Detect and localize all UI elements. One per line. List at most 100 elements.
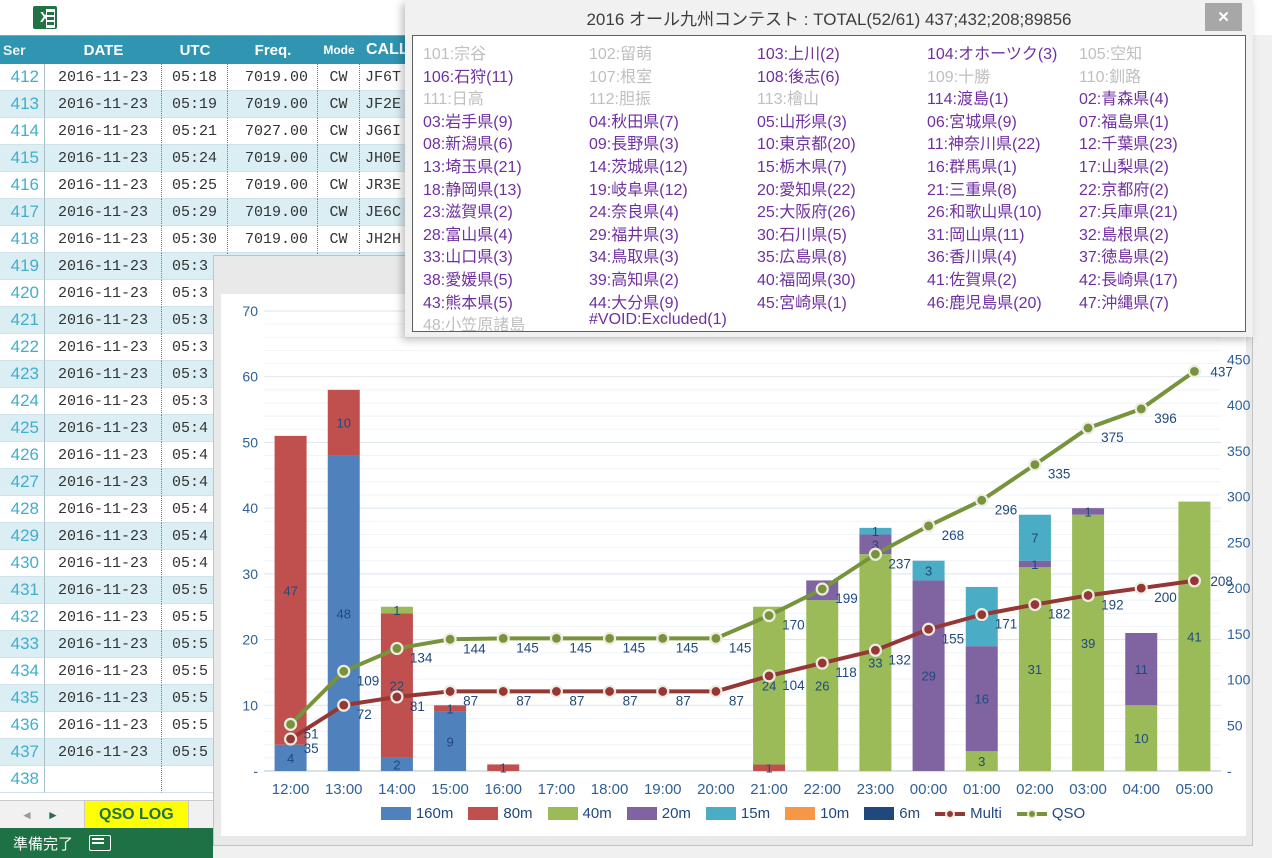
cell-ser[interactable]: 432: [0, 604, 45, 631]
table-row[interactable]: 417 2016-11-23 05:29 7019.00 CW JE6C: [0, 199, 456, 226]
cell-ser[interactable]: 414: [0, 118, 45, 145]
close-icon[interactable]: ✕: [1205, 3, 1242, 31]
cell-freq[interactable]: 7027.00: [228, 118, 318, 145]
cell-date[interactable]: 2016-11-23: [45, 712, 162, 739]
cell-freq[interactable]: 7019.00: [228, 226, 318, 253]
svg-text:17:00: 17:00: [538, 781, 576, 798]
cell-ser[interactable]: 422: [0, 334, 45, 361]
cell-ser[interactable]: 416: [0, 172, 45, 199]
cell-date[interactable]: 2016-11-23: [45, 172, 162, 199]
cell-utc[interactable]: 05:19: [162, 91, 228, 118]
cell-date[interactable]: 2016-11-23: [45, 118, 162, 145]
cell-date[interactable]: 2016-11-23: [45, 496, 162, 523]
cell-date[interactable]: 2016-11-23: [45, 334, 162, 361]
svg-text:19:00: 19:00: [644, 781, 682, 798]
cell-utc[interactable]: 05:29: [162, 199, 228, 226]
popup-title-bar[interactable]: 2016 オール九州コンテスト : TOTAL(52/61) 437;432;2…: [586, 10, 1072, 29]
svg-text:-: -: [1227, 763, 1232, 779]
cell-utc[interactable]: 05:18: [162, 64, 228, 91]
table-row[interactable]: 413 2016-11-23 05:19 7019.00 CW JF2E: [0, 91, 456, 118]
multiplier-item: 43:熊本県(5): [423, 294, 513, 312]
cell-mode[interactable]: CW: [318, 64, 360, 91]
sheet-nav-right-icon[interactable]: ►: [47, 808, 59, 822]
cell-ser[interactable]: 415: [0, 145, 45, 172]
col-header-utc[interactable]: UTC: [179, 41, 211, 59]
cell-date[interactable]: 2016-11-23: [45, 226, 162, 253]
cell-date[interactable]: 2016-11-23: [45, 550, 162, 577]
cell-date[interactable]: 2016-11-23: [45, 739, 162, 766]
cell-date[interactable]: 2016-11-23: [45, 469, 162, 496]
cell-date[interactable]: 2016-11-23: [45, 604, 162, 631]
sheet-nav-left-icon[interactable]: ◄: [21, 808, 33, 822]
cell-ser[interactable]: 427: [0, 469, 45, 496]
cell-date[interactable]: 2016-11-23: [45, 307, 162, 334]
cell-date[interactable]: 2016-11-23: [45, 415, 162, 442]
cell-ser[interactable]: 433: [0, 631, 45, 658]
col-header-mode[interactable]: Mode: [323, 43, 355, 57]
cell-date[interactable]: 2016-11-23: [45, 658, 162, 685]
col-header-ser[interactable]: Ser: [3, 42, 26, 58]
cell-ser[interactable]: 413: [0, 91, 45, 118]
cell-utc[interactable]: 05:21: [162, 118, 228, 145]
cell-ser[interactable]: 429: [0, 523, 45, 550]
multiplier-item: 14:茨城県(12): [589, 158, 688, 176]
cell-date[interactable]: [45, 766, 162, 793]
col-header-call[interactable]: CALL: [366, 41, 409, 58]
cell-ser[interactable]: 426: [0, 442, 45, 469]
cell-ser[interactable]: 423: [0, 361, 45, 388]
cell-ser[interactable]: 438: [0, 766, 45, 793]
cell-mode[interactable]: CW: [318, 145, 360, 172]
cell-ser[interactable]: 420: [0, 280, 45, 307]
cell-ser[interactable]: 421: [0, 307, 45, 334]
cell-mode[interactable]: CW: [318, 91, 360, 118]
table-row[interactable]: 418 2016-11-23 05:30 7019.00 CW JH2H: [0, 226, 456, 253]
cell-date[interactable]: 2016-11-23: [45, 685, 162, 712]
sheet-tab-qso-log[interactable]: QSO LOG: [85, 801, 189, 829]
cell-date[interactable]: 2016-11-23: [45, 523, 162, 550]
cell-utc[interactable]: 05:30: [162, 226, 228, 253]
cell-freq[interactable]: 7019.00: [228, 64, 318, 91]
cell-date[interactable]: 2016-11-23: [45, 91, 162, 118]
cell-ser[interactable]: 418: [0, 226, 45, 253]
cell-date[interactable]: 2016-11-23: [45, 442, 162, 469]
cell-date[interactable]: 2016-11-23: [45, 253, 162, 280]
col-header-freq[interactable]: Freq.: [254, 41, 292, 59]
cell-ser[interactable]: 419: [0, 253, 45, 280]
cell-ser[interactable]: 424: [0, 388, 45, 415]
cell-ser[interactable]: 412: [0, 64, 45, 91]
cell-ser[interactable]: 431: [0, 577, 45, 604]
cell-ser[interactable]: 425: [0, 415, 45, 442]
table-row[interactable]: 412 2016-11-23 05:18 7019.00 CW JF6T: [0, 64, 456, 91]
cell-ser[interactable]: 430: [0, 550, 45, 577]
cell-ser[interactable]: 434: [0, 658, 45, 685]
cell-ser[interactable]: 437: [0, 739, 45, 766]
cell-mode[interactable]: CW: [318, 199, 360, 226]
cell-mode[interactable]: CW: [318, 118, 360, 145]
cell-ser[interactable]: 436: [0, 712, 45, 739]
cell-freq[interactable]: 7019.00: [228, 145, 318, 172]
cell-utc[interactable]: 05:24: [162, 145, 228, 172]
cell-date[interactable]: 2016-11-23: [45, 64, 162, 91]
table-row[interactable]: 414 2016-11-23 05:21 7027.00 CW JG6I: [0, 118, 456, 145]
cell-mode[interactable]: CW: [318, 172, 360, 199]
table-row[interactable]: 416 2016-11-23 05:25 7019.00 CW JR3E: [0, 172, 456, 199]
cell-utc[interactable]: 05:25: [162, 172, 228, 199]
cell-date[interactable]: 2016-11-23: [45, 631, 162, 658]
cell-ser[interactable]: 417: [0, 199, 45, 226]
svg-text:31: 31: [1028, 662, 1042, 677]
cell-ser[interactable]: 435: [0, 685, 45, 712]
cell-freq[interactable]: 7019.00: [228, 91, 318, 118]
cell-date[interactable]: 2016-11-23: [45, 388, 162, 415]
cell-freq[interactable]: 7019.00: [228, 199, 318, 226]
table-row[interactable]: 415 2016-11-23 05:24 7019.00 CW JH0E: [0, 145, 456, 172]
cell-date[interactable]: 2016-11-23: [45, 280, 162, 307]
cell-date[interactable]: 2016-11-23: [45, 145, 162, 172]
cell-date[interactable]: 2016-11-23: [45, 199, 162, 226]
cell-freq[interactable]: 7019.00: [228, 172, 318, 199]
cell-mode[interactable]: CW: [318, 226, 360, 253]
keyboard-indicator-icon: [89, 835, 112, 851]
cell-date[interactable]: 2016-11-23: [45, 577, 162, 604]
col-header-date[interactable]: DATE: [83, 41, 124, 59]
cell-date[interactable]: 2016-11-23: [45, 361, 162, 388]
cell-ser[interactable]: 428: [0, 496, 45, 523]
